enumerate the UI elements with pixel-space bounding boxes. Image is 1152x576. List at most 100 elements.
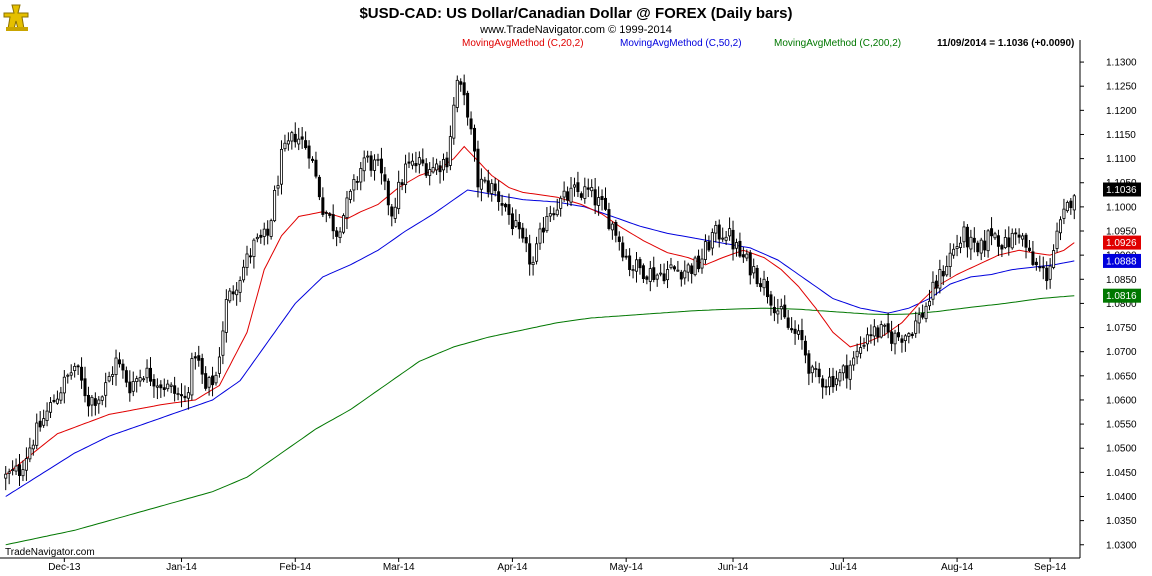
price-bar: [965, 224, 969, 258]
price-bar: [990, 217, 994, 246]
price-bar: [31, 439, 35, 456]
price-bar: [535, 236, 539, 265]
price-bar: [331, 204, 335, 240]
price-bar: [328, 212, 332, 219]
price-bar: [200, 353, 204, 384]
price-bar: [679, 269, 683, 287]
price-bar: [152, 374, 156, 398]
x-tick-label: Mar-14: [383, 562, 415, 573]
price-bar: [1048, 258, 1052, 289]
price-bar: [931, 271, 935, 306]
price-bar: [76, 364, 80, 376]
price-bar: [186, 387, 190, 410]
price-bar: [521, 222, 525, 243]
price-bar: [1017, 228, 1021, 244]
price-bar: [383, 166, 387, 191]
price-bar: [183, 385, 187, 403]
price-bar: [790, 317, 794, 333]
price-bar: [624, 248, 628, 260]
price-bar: [579, 191, 583, 201]
value-badge-label: 1.0816: [1106, 291, 1137, 302]
price-bar: [97, 396, 101, 414]
price-bar: [431, 157, 435, 174]
price-bar: [90, 394, 94, 417]
price-bar: [841, 364, 845, 381]
price-bar: [672, 265, 676, 272]
price-bar: [24, 447, 28, 481]
price-bar: [631, 264, 635, 279]
price-bar: [504, 202, 508, 212]
price-bar: [262, 222, 266, 246]
price-bar: [510, 207, 514, 236]
price-bar: [969, 229, 973, 260]
x-tick-label: Dec-13: [48, 562, 81, 573]
price-bar: [934, 274, 938, 296]
price-bar: [217, 347, 221, 378]
y-tick-label: 1.0700: [1106, 347, 1137, 358]
price-bar: [204, 366, 208, 391]
price-bar: [838, 369, 842, 387]
y-tick-label: 1.1100: [1106, 154, 1136, 165]
price-bar: [993, 231, 997, 240]
y-tick-label: 1.0400: [1106, 492, 1137, 503]
price-bar: [883, 323, 887, 336]
price-bar: [876, 325, 880, 343]
price-bar: [211, 366, 215, 397]
x-tick-label: Jan-14: [166, 562, 197, 573]
price-bar: [683, 260, 687, 285]
price-bar: [514, 209, 518, 228]
price-bar: [66, 373, 70, 384]
price-bar: [893, 329, 897, 355]
price-bar: [473, 124, 477, 162]
price-bar: [279, 140, 283, 195]
x-tick-label: Apr-14: [497, 562, 527, 573]
value-badge: 1.1036: [1103, 182, 1141, 197]
price-bar: [255, 233, 259, 243]
price-bar: [697, 249, 701, 273]
price-bar: [324, 210, 328, 223]
price-bar: [566, 186, 570, 207]
price-bar: [242, 259, 246, 283]
y-tick-label: 1.0600: [1106, 395, 1137, 406]
price-bar: [342, 213, 346, 235]
price-bar: [641, 263, 645, 284]
price-bar: [1065, 200, 1069, 213]
x-tick-label: Feb-14: [279, 562, 311, 573]
price-bar: [690, 263, 694, 284]
price-bar: [1024, 232, 1028, 259]
price-bar: [666, 260, 670, 289]
price-bar: [769, 290, 773, 316]
price-bar: [586, 178, 590, 198]
price-bar: [559, 195, 563, 217]
price-bar: [166, 379, 170, 392]
price-bar: [7, 468, 11, 485]
price-bar: [938, 259, 942, 294]
price-bar: [896, 324, 900, 341]
price-bar: [445, 151, 449, 173]
price-bar: [1069, 198, 1073, 215]
price-bar: [703, 234, 707, 264]
price-bar: [528, 234, 532, 276]
price-bar: [731, 220, 735, 261]
series-ma200: [5, 295, 1075, 546]
price-bar: [986, 229, 990, 258]
price-bar: [304, 131, 308, 150]
price-bar: [86, 386, 90, 417]
price-bar: [538, 222, 542, 250]
x-tick-label: Sep-14: [1034, 562, 1067, 573]
value-badge-label: 1.0926: [1106, 238, 1137, 249]
y-tick-label: 1.1150: [1106, 130, 1136, 141]
price-bar: [145, 359, 149, 383]
price-bar: [455, 75, 459, 113]
price-bar: [717, 219, 721, 248]
price-bar: [852, 351, 856, 371]
price-bar: [190, 352, 194, 401]
price-bar: [621, 236, 625, 262]
price-bar: [972, 227, 976, 253]
ma200-line: [5, 295, 1075, 546]
price-bar: [283, 134, 287, 152]
price-bar: [348, 189, 352, 204]
price-bar: [128, 370, 132, 402]
price-bar: [652, 256, 656, 283]
